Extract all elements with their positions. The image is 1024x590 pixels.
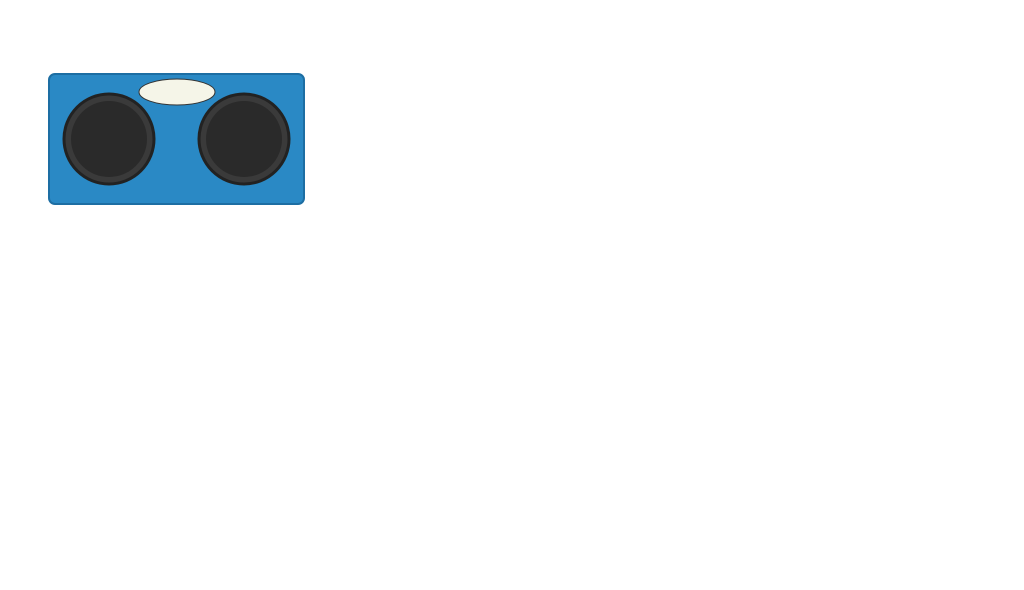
hcsr04-display xyxy=(139,79,215,105)
